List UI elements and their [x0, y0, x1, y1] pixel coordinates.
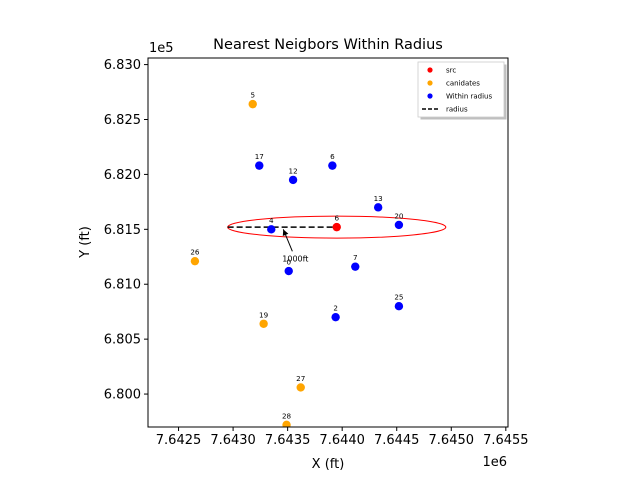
- point-within-radius: [394, 301, 404, 311]
- point-src: [332, 222, 341, 232]
- point-label: 20: [394, 211, 404, 220]
- point-label: 17: [255, 152, 264, 161]
- legend-box: [417, 61, 505, 118]
- x-tick-label: 7.6445: [374, 433, 420, 448]
- point-label: 26: [190, 248, 200, 257]
- point-within-radius: [255, 161, 264, 170]
- y-tick-label: 6.810: [104, 278, 141, 293]
- y-axis-label: Y (ft): [78, 226, 93, 259]
- y-tick-label: 6.815: [104, 223, 141, 238]
- point-label: 6: [334, 214, 339, 223]
- legend-marker-canidates: [427, 80, 433, 86]
- x-tick-label: 7.6450: [429, 433, 475, 448]
- y-tick-label: 6.800: [104, 388, 141, 403]
- legend-label: src: [446, 67, 456, 75]
- point-label: 12: [289, 166, 298, 175]
- point-label: 0: [286, 258, 291, 267]
- point-within-radius: [394, 220, 404, 230]
- legend: src canidates Within radius radius: [417, 61, 507, 120]
- point-within-radius: [284, 266, 293, 276]
- y-axis-ticks: 6.800 6.805 6.810 6.815 6.820 6.825 6.830: [104, 58, 148, 403]
- plot-frame: [147, 57, 509, 428]
- chart-title: Nearest Neigbors Within Radius: [213, 37, 443, 53]
- point-label: 6: [330, 152, 335, 161]
- y-tick-label: 6.830: [104, 58, 141, 73]
- point-label: 25: [394, 293, 403, 302]
- y-tick-label: 6.805: [104, 333, 141, 348]
- y-offset-label: 1e5: [149, 41, 174, 56]
- radius-circle: [227, 215, 447, 239]
- point-canidates: [190, 256, 200, 266]
- point-within-radius: [288, 175, 298, 185]
- point-canidates: [259, 319, 268, 328]
- point-within-radius: [351, 262, 360, 271]
- annotation-text: 1000ft: [282, 254, 308, 263]
- point-label: 28: [282, 411, 292, 420]
- annotation-arrowhead: [282, 229, 289, 237]
- point-within-radius: [328, 161, 337, 170]
- x-tick-label: 7.6435: [265, 433, 311, 448]
- point-label: 19: [259, 310, 269, 319]
- legend-label: radius: [446, 106, 468, 114]
- legend-marker-within-radius: [427, 93, 433, 99]
- point-label: 5: [250, 91, 255, 100]
- point-label: 13: [374, 194, 383, 203]
- point-canidates: [282, 420, 291, 427]
- point-canidates: [248, 99, 257, 109]
- x-tick-label: 7.6430: [210, 433, 256, 448]
- y-tick-label: 6.825: [104, 113, 141, 128]
- point-label: 7: [353, 253, 358, 262]
- x-tick-label: 7.6425: [156, 433, 202, 448]
- x-tick-label: 7.6455: [483, 433, 529, 448]
- legend-label: Within radius: [446, 93, 492, 101]
- point-label: 27: [296, 374, 305, 383]
- legend-label: canidates: [446, 80, 480, 88]
- legend-marker-src: [427, 67, 433, 73]
- point-within-radius: [373, 203, 383, 212]
- point-canidates: [296, 383, 305, 392]
- x-offset-label: 1e6: [482, 455, 507, 470]
- point-within-radius: [267, 225, 276, 234]
- plot-content: 1000ft 5 26 19 27 28 17 12 6 13 20 4 0 7 2 25 6: [190, 91, 447, 427]
- x-axis-ticks: 7.6425 7.6430 7.6435 7.6440 7.6445 7.6450 7.64…: [156, 427, 529, 448]
- x-tick-label: 7.6440: [319, 433, 365, 448]
- y-tick-label: 6.820: [104, 168, 141, 183]
- point-label: 2: [333, 304, 338, 313]
- point-within-radius: [331, 312, 340, 322]
- point-label: 4: [269, 216, 274, 225]
- x-axis-label: X (ft): [312, 457, 345, 472]
